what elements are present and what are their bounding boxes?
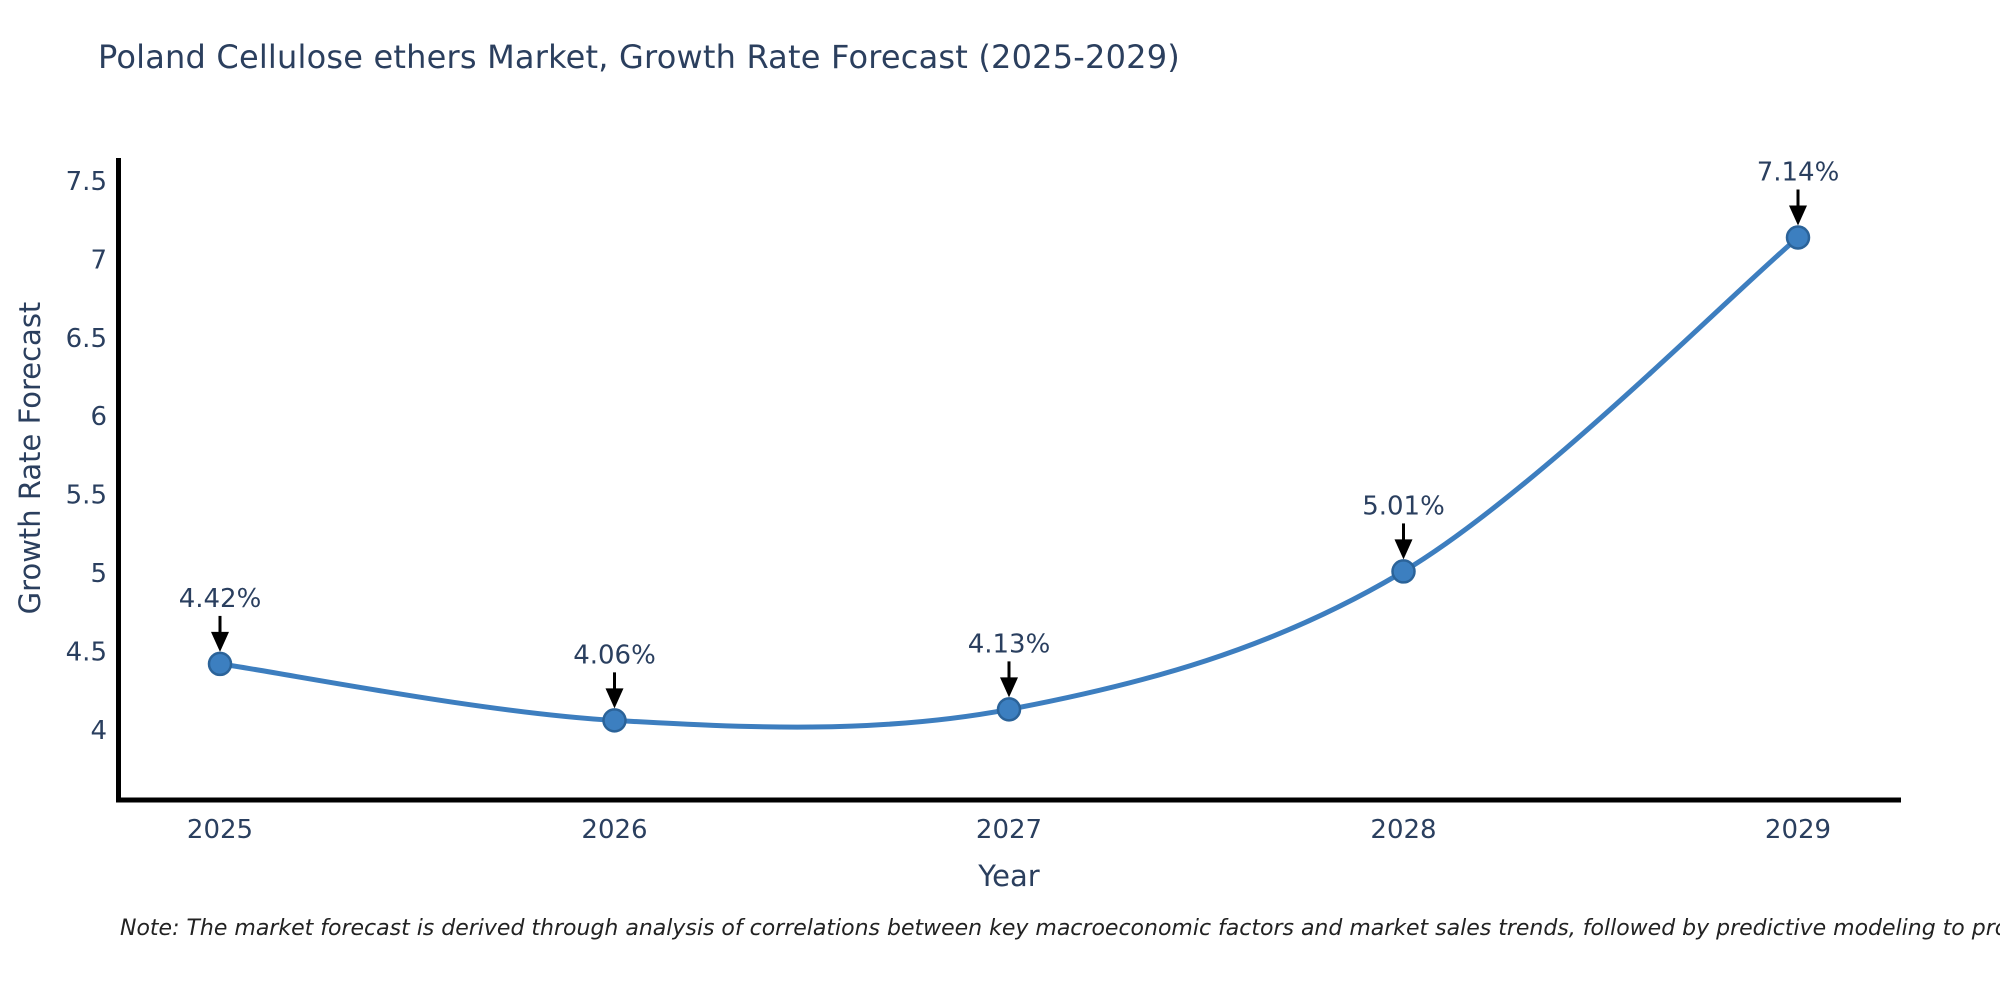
y-tick-label: 6 [90,402,107,432]
y-tick-label: 7 [90,245,107,275]
data-point-2028[interactable] [1391,559,1416,584]
annotation-arrowhead-2029 [1789,205,1807,226]
y-tick-label: 5.5 [66,481,107,511]
y-tick-label: 4 [90,716,107,746]
point-label-2026: 4.06% [573,640,656,670]
annotation-arrowhead-2028 [1394,539,1413,560]
x-tick-label: 2025 [187,815,253,845]
annotation-arrowhead-2027 [1000,677,1018,698]
point-label-2027: 4.13% [968,629,1051,659]
x-axis-title: Year [978,859,1040,893]
x-tick-label: 2027 [976,815,1042,845]
y-tick-label: 6.5 [66,324,107,354]
growth-rate-line [217,235,1801,730]
point-label-2025: 4.42% [179,584,262,614]
data-point-2029[interactable] [1785,225,1811,250]
x-tick-label: 2026 [581,815,647,845]
point-label-2029: 7.14% [1757,157,1840,187]
chart-title: Poland Cellulose ethers Market, Growth R… [98,38,1180,76]
y-tick-label: 4.5 [66,637,107,667]
annotation-arrowhead-2026 [605,688,624,709]
data-point-2027[interactable] [996,697,1022,722]
x-tick-label: 2028 [1370,815,1436,845]
y-tick-label: 7.5 [66,167,107,197]
data-point-2025[interactable] [207,651,233,677]
y-tick-label: 5 [90,559,107,589]
data-point-2026[interactable] [602,708,627,733]
x-tick-label: 2029 [1765,815,1831,845]
footnote: Note: The market forecast is derived thr… [120,916,2000,941]
annotation-arrowhead-2025 [211,631,229,652]
point-label-2028: 5.01% [1362,491,1445,521]
